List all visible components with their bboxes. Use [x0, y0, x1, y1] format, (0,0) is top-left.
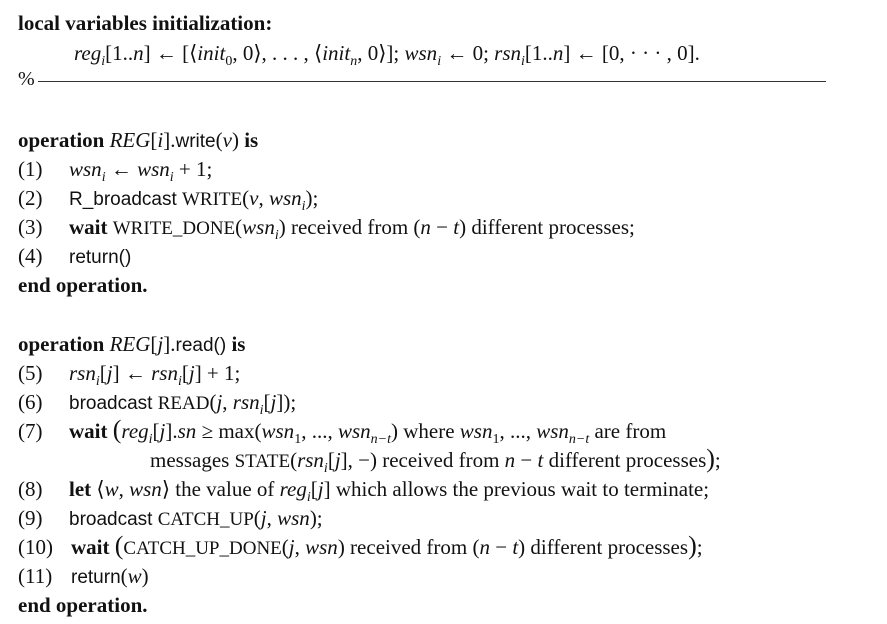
- line-number: (1): [18, 157, 43, 181]
- line-number: (3): [18, 215, 43, 239]
- read-line-9: (9) broadcast CATCH_UP(j, wsn);: [18, 506, 323, 530]
- line-number: (11): [18, 564, 53, 588]
- write-line-4: (4) return(): [18, 244, 132, 268]
- line-number: (5): [18, 361, 43, 385]
- line-number: (8): [18, 477, 43, 501]
- read-op-keyword: operation: [18, 332, 105, 356]
- separator-percent: %: [18, 68, 35, 90]
- write-op-header: operation REG[i].write(v) is: [18, 128, 259, 152]
- read-op-header: operation REG[j].read() is: [18, 332, 246, 356]
- init-heading: local variables initialization:: [18, 11, 273, 35]
- line-number: (7): [18, 419, 43, 443]
- line-number: (10): [18, 535, 53, 559]
- separator-rule: %: [18, 66, 826, 92]
- read-line-5: (5) rsni[j] ← rsni[j] + 1;: [18, 361, 241, 390]
- read-op-end: end operation.: [18, 593, 148, 617]
- read-line-7: (7) wait (regi[j].sn ≥ max(wsn1, ..., wsn…: [18, 415, 667, 448]
- line-number: (2): [18, 186, 43, 210]
- write-op-end: end operation.: [18, 273, 148, 297]
- read-line-11: (11) return(w): [18, 564, 149, 588]
- read-line-10: (10) wait (CATCH_UP_DONE(j, wsn) received…: [18, 531, 703, 560]
- line-number: (9): [18, 506, 43, 530]
- write-op-is: is: [244, 128, 259, 152]
- read-op-is: is: [231, 332, 246, 356]
- write-line-2: (2) R_broadcast WRITE(v, wsni);: [18, 186, 319, 215]
- read-line-7-cont: messages STATE(rsni[j], −) received from…: [150, 444, 721, 477]
- write-op-keyword: operation: [18, 128, 105, 152]
- line-number: (6): [18, 390, 43, 414]
- line-number: (4): [18, 244, 43, 268]
- read-line-8: (8) let ⟨w, wsn⟩ the value of regi[j] whi…: [18, 477, 710, 506]
- read-line-6: (6) broadcast READ(j, rsni[j]);: [18, 390, 297, 419]
- write-line-3: (3) wait WRITE_DONE(wsni) received from (…: [18, 215, 635, 244]
- write-line-1: (1) wsni ← wsni + 1;: [18, 157, 213, 186]
- init-body: regi[1..n] ← [⟨init0, 0⟩, . . . , ⟨initn…: [74, 41, 700, 70]
